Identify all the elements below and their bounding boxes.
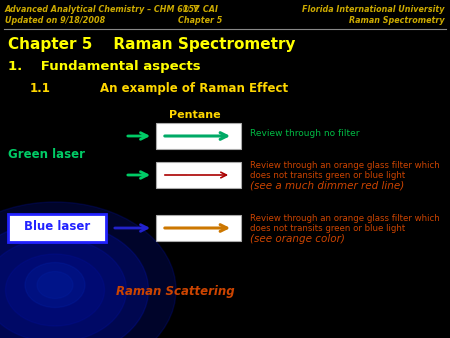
- Text: Review through an orange glass filter which: Review through an orange glass filter wh…: [250, 214, 440, 223]
- Text: Updated on 9/18/2008: Updated on 9/18/2008: [5, 16, 105, 25]
- Text: Raman Spectrometry: Raman Spectrometry: [349, 16, 445, 25]
- Text: does not transits green or blue light: does not transits green or blue light: [250, 171, 405, 180]
- Ellipse shape: [0, 222, 148, 338]
- Bar: [156, 162, 241, 188]
- Text: (see orange color): (see orange color): [250, 234, 345, 244]
- Text: Blue laser: Blue laser: [24, 220, 90, 234]
- Text: Green laser: Green laser: [8, 148, 85, 161]
- Text: Pentane: Pentane: [169, 110, 221, 120]
- Text: (see a much dimmer red line): (see a much dimmer red line): [250, 181, 404, 191]
- Text: Advanced Analytical Chemistry – CHM 6157: Advanced Analytical Chemistry – CHM 6157: [5, 5, 201, 14]
- Ellipse shape: [0, 238, 126, 338]
- Ellipse shape: [0, 202, 176, 338]
- Ellipse shape: [5, 254, 104, 326]
- Ellipse shape: [37, 271, 73, 298]
- Text: Review through no filter: Review through no filter: [250, 129, 360, 138]
- Bar: [8, 214, 106, 242]
- Text: 1.1: 1.1: [30, 82, 51, 95]
- Text: Raman Scattering: Raman Scattering: [116, 285, 234, 298]
- Text: does not transits green or blue light: does not transits green or blue light: [250, 224, 405, 233]
- Text: Review through an orange glass filter which: Review through an orange glass filter wh…: [250, 161, 440, 170]
- Text: An example of Raman Effect: An example of Raman Effect: [100, 82, 288, 95]
- Text: Florida International University: Florida International University: [302, 5, 445, 14]
- Text: ® Y. CAI: ® Y. CAI: [182, 5, 218, 14]
- Text: Chapter 5    Raman Spectrometry: Chapter 5 Raman Spectrometry: [8, 37, 296, 52]
- Text: Chapter 5: Chapter 5: [178, 16, 222, 25]
- Bar: [156, 215, 241, 241]
- Ellipse shape: [25, 263, 85, 308]
- Bar: [156, 123, 241, 149]
- Text: 1.    Fundamental aspects: 1. Fundamental aspects: [8, 60, 201, 73]
